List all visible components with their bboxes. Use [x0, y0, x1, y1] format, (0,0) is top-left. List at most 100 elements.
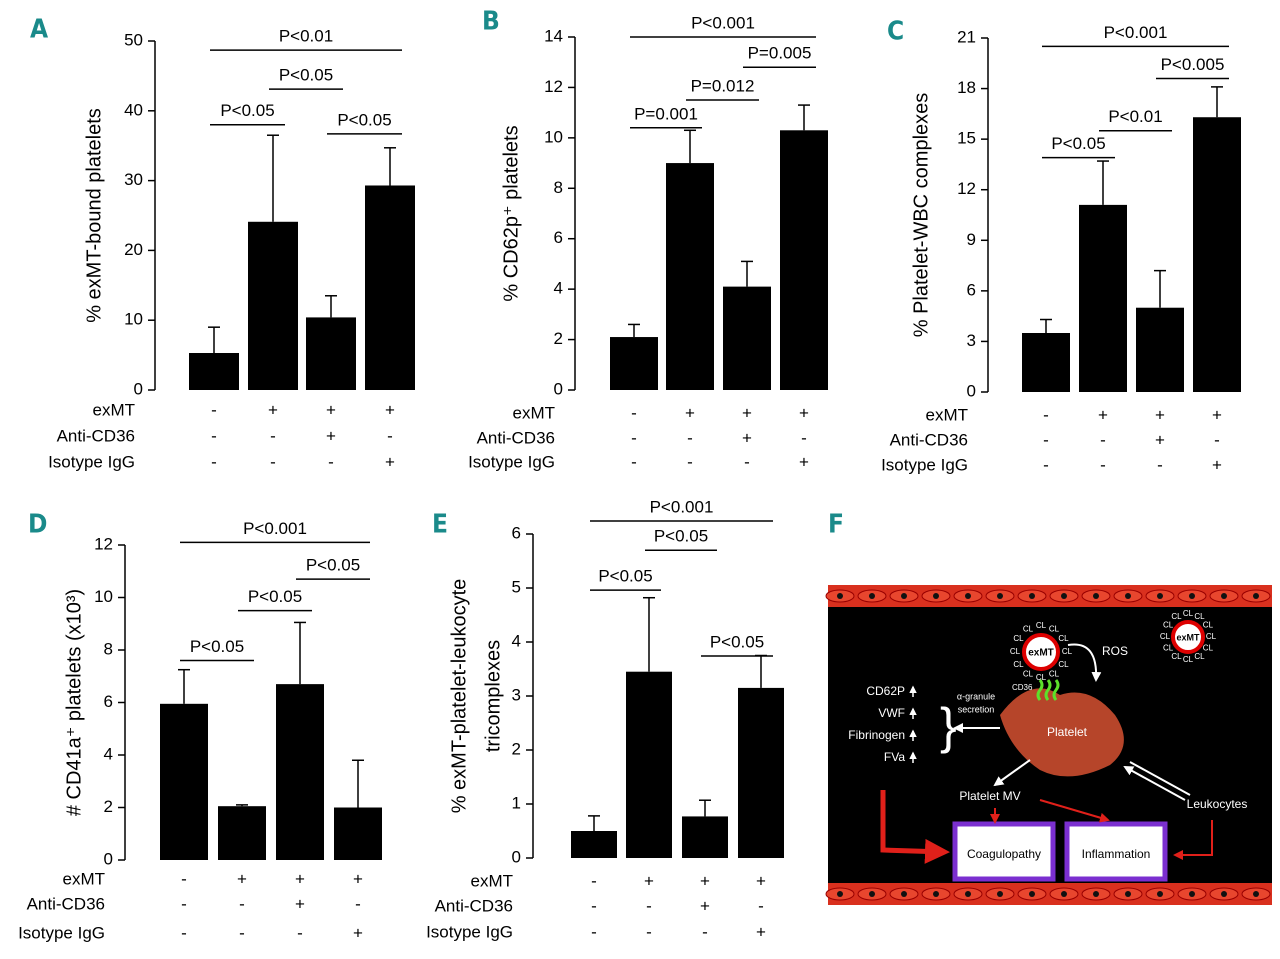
- cl-label: CL: [1194, 652, 1205, 661]
- nucleus: [1029, 593, 1035, 599]
- nucleus: [1157, 593, 1163, 599]
- condition-sign: -: [270, 452, 276, 471]
- platelet-shape: [1000, 688, 1124, 777]
- condition-sign: -: [801, 428, 807, 447]
- nucleus: [1061, 891, 1067, 897]
- condition-sign: +: [295, 869, 305, 888]
- significance-label: P<0.05: [337, 110, 391, 129]
- mv-label: Platelet MV: [959, 789, 1020, 803]
- condition-sign: -: [591, 922, 597, 941]
- y-tick-label: 2: [512, 739, 521, 758]
- condition-sign: +: [385, 452, 395, 471]
- cl-label: CL: [1036, 673, 1047, 682]
- condition-sign: +: [799, 452, 809, 471]
- nucleus: [997, 891, 1003, 897]
- y-tick-label: 1: [512, 793, 521, 812]
- y-tick-label: 3: [967, 331, 976, 350]
- significance-label: P<0.01: [1108, 107, 1162, 126]
- diagram: F exMT exMT ROS CD36 Platelet Platelet M…: [825, 510, 1272, 905]
- condition-label: exMT: [513, 403, 556, 422]
- significance-label: P<0.001: [691, 13, 755, 32]
- condition-sign: +: [799, 403, 809, 422]
- arrow: [993, 759, 1031, 787]
- significance-label: P<0.05: [248, 587, 302, 606]
- nucleus: [1221, 891, 1227, 897]
- nucleus: [901, 891, 907, 897]
- condition-label: Anti-CD36: [477, 428, 555, 447]
- y-axis-label: # CD41a⁺ platelets (x10³): [63, 589, 85, 816]
- significance-label: P<0.05: [190, 637, 244, 656]
- nucleus: [1189, 891, 1195, 897]
- cl-label: CL: [1171, 612, 1182, 621]
- condition-sign: -: [1043, 430, 1049, 449]
- condition-label: exMT: [926, 405, 969, 424]
- condition-label: Isotype IgG: [426, 922, 513, 941]
- condition-sign: -: [591, 871, 597, 890]
- y-tick-label: 0: [967, 381, 976, 400]
- panel-letter: E: [432, 510, 448, 540]
- condition-label: Isotype IgG: [48, 452, 135, 471]
- cl-label: CL: [1010, 647, 1021, 656]
- y-tick-label: 6: [104, 692, 113, 711]
- condition-sign: -: [1100, 430, 1106, 449]
- y-tick-label: 8: [554, 178, 563, 197]
- nucleus: [1157, 891, 1163, 897]
- significance-label: P<0.05: [598, 567, 652, 586]
- condition-sign: +: [353, 869, 363, 888]
- granule-label: VWF: [878, 706, 905, 720]
- bar: [610, 337, 658, 390]
- nucleus: [1125, 593, 1131, 599]
- condition-sign: -: [1043, 455, 1049, 474]
- panel-letter: A: [30, 15, 48, 45]
- y-tick-label: 2: [554, 329, 563, 348]
- condition-sign: +: [756, 922, 766, 941]
- secretion-label: secretion: [958, 704, 995, 714]
- significance-label: P<0.05: [279, 66, 333, 85]
- condition-label: exMT: [93, 400, 136, 419]
- condition-sign: +: [326, 426, 336, 445]
- condition-sign: +: [326, 400, 336, 419]
- condition-sign: -: [631, 403, 637, 422]
- arrow: [1173, 820, 1213, 860]
- nucleus: [1125, 891, 1131, 897]
- box: [952, 821, 1056, 882]
- bar: [666, 163, 714, 390]
- bar: [276, 684, 324, 860]
- panel-letter: B: [482, 7, 500, 37]
- nucleus: [965, 891, 971, 897]
- bar: [306, 317, 356, 390]
- bar: [1193, 117, 1241, 392]
- exmt-label: exMT: [1176, 632, 1200, 642]
- significance-label: P=0.012: [691, 77, 755, 96]
- significance-label: P<0.05: [654, 527, 708, 546]
- cl-label: CL: [1013, 634, 1024, 643]
- bar: [571, 831, 617, 858]
- condition-label: Isotype IgG: [881, 455, 968, 474]
- cd36-receptor: [1052, 679, 1060, 701]
- y-tick-label: 12: [957, 179, 976, 198]
- bar: [218, 806, 266, 860]
- cl-label: CL: [1049, 625, 1060, 634]
- cl-label: CL: [1183, 609, 1194, 618]
- nucleus: [869, 891, 875, 897]
- y-tick-label: 0: [134, 379, 143, 398]
- nucleus: [1253, 891, 1259, 897]
- y-tick-label: 21: [957, 27, 976, 46]
- bar: [626, 671, 672, 858]
- nucleus: [837, 891, 843, 897]
- bar: [334, 807, 382, 860]
- nucleus: [1093, 593, 1099, 599]
- box: [1064, 821, 1168, 882]
- condition-sign: -: [646, 896, 652, 915]
- y-tick-label: 6: [967, 280, 976, 299]
- condition-sign: -: [631, 428, 637, 447]
- significance-label: P<0.05: [306, 556, 360, 575]
- inflammation-label: Inflammation: [1082, 847, 1151, 861]
- condition-sign: -: [631, 452, 637, 471]
- nucleus: [1093, 891, 1099, 897]
- condition-sign: -: [181, 923, 187, 942]
- y-tick-label: 10: [124, 310, 143, 329]
- condition-sign: +: [353, 923, 363, 942]
- condition-sign: -: [744, 452, 750, 471]
- cl-label: CL: [1049, 670, 1060, 679]
